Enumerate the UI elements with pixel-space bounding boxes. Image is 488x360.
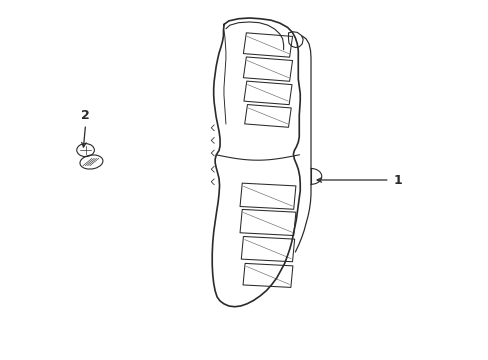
Text: 2: 2	[81, 109, 90, 122]
Text: 1: 1	[392, 174, 401, 186]
Bar	[244, 104, 291, 127]
Bar	[243, 264, 292, 287]
Bar	[244, 81, 291, 105]
Bar	[240, 183, 295, 209]
Bar	[243, 57, 292, 81]
Bar	[241, 237, 294, 262]
Bar	[240, 210, 295, 235]
Bar	[243, 33, 292, 57]
